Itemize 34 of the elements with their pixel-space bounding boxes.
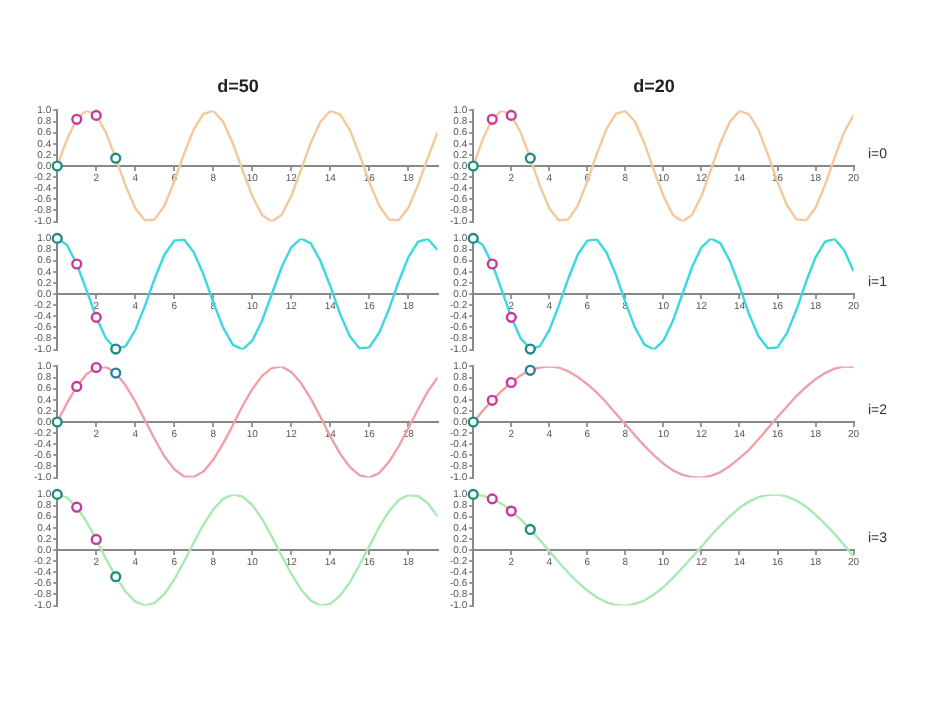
point: [71, 380, 83, 393]
point: [486, 394, 498, 406]
point: [110, 152, 122, 164]
point: [524, 343, 536, 355]
point: [505, 311, 517, 323]
point: [467, 416, 479, 428]
point: [71, 501, 83, 513]
point: [524, 364, 536, 376]
point: [505, 505, 517, 517]
point: [51, 160, 63, 172]
chart-title: d=50: [215, 76, 261, 96]
point: [486, 493, 498, 505]
point: [90, 361, 102, 374]
point: [524, 523, 536, 536]
point: [524, 152, 536, 164]
point: [90, 311, 102, 323]
point: [486, 258, 498, 270]
point: [51, 488, 63, 500]
point: [110, 367, 122, 379]
point: [505, 109, 517, 121]
point: [51, 416, 63, 428]
point: [110, 571, 122, 583]
point: [467, 160, 479, 172]
point: [90, 533, 102, 546]
point: [467, 232, 479, 244]
point: [467, 488, 479, 500]
point: [71, 258, 83, 270]
point: [505, 376, 517, 389]
chart-title: d=20: [631, 76, 677, 96]
point: [110, 343, 122, 355]
point: [71, 113, 83, 125]
point: [486, 113, 498, 125]
point: [90, 109, 102, 121]
point: [51, 232, 63, 244]
